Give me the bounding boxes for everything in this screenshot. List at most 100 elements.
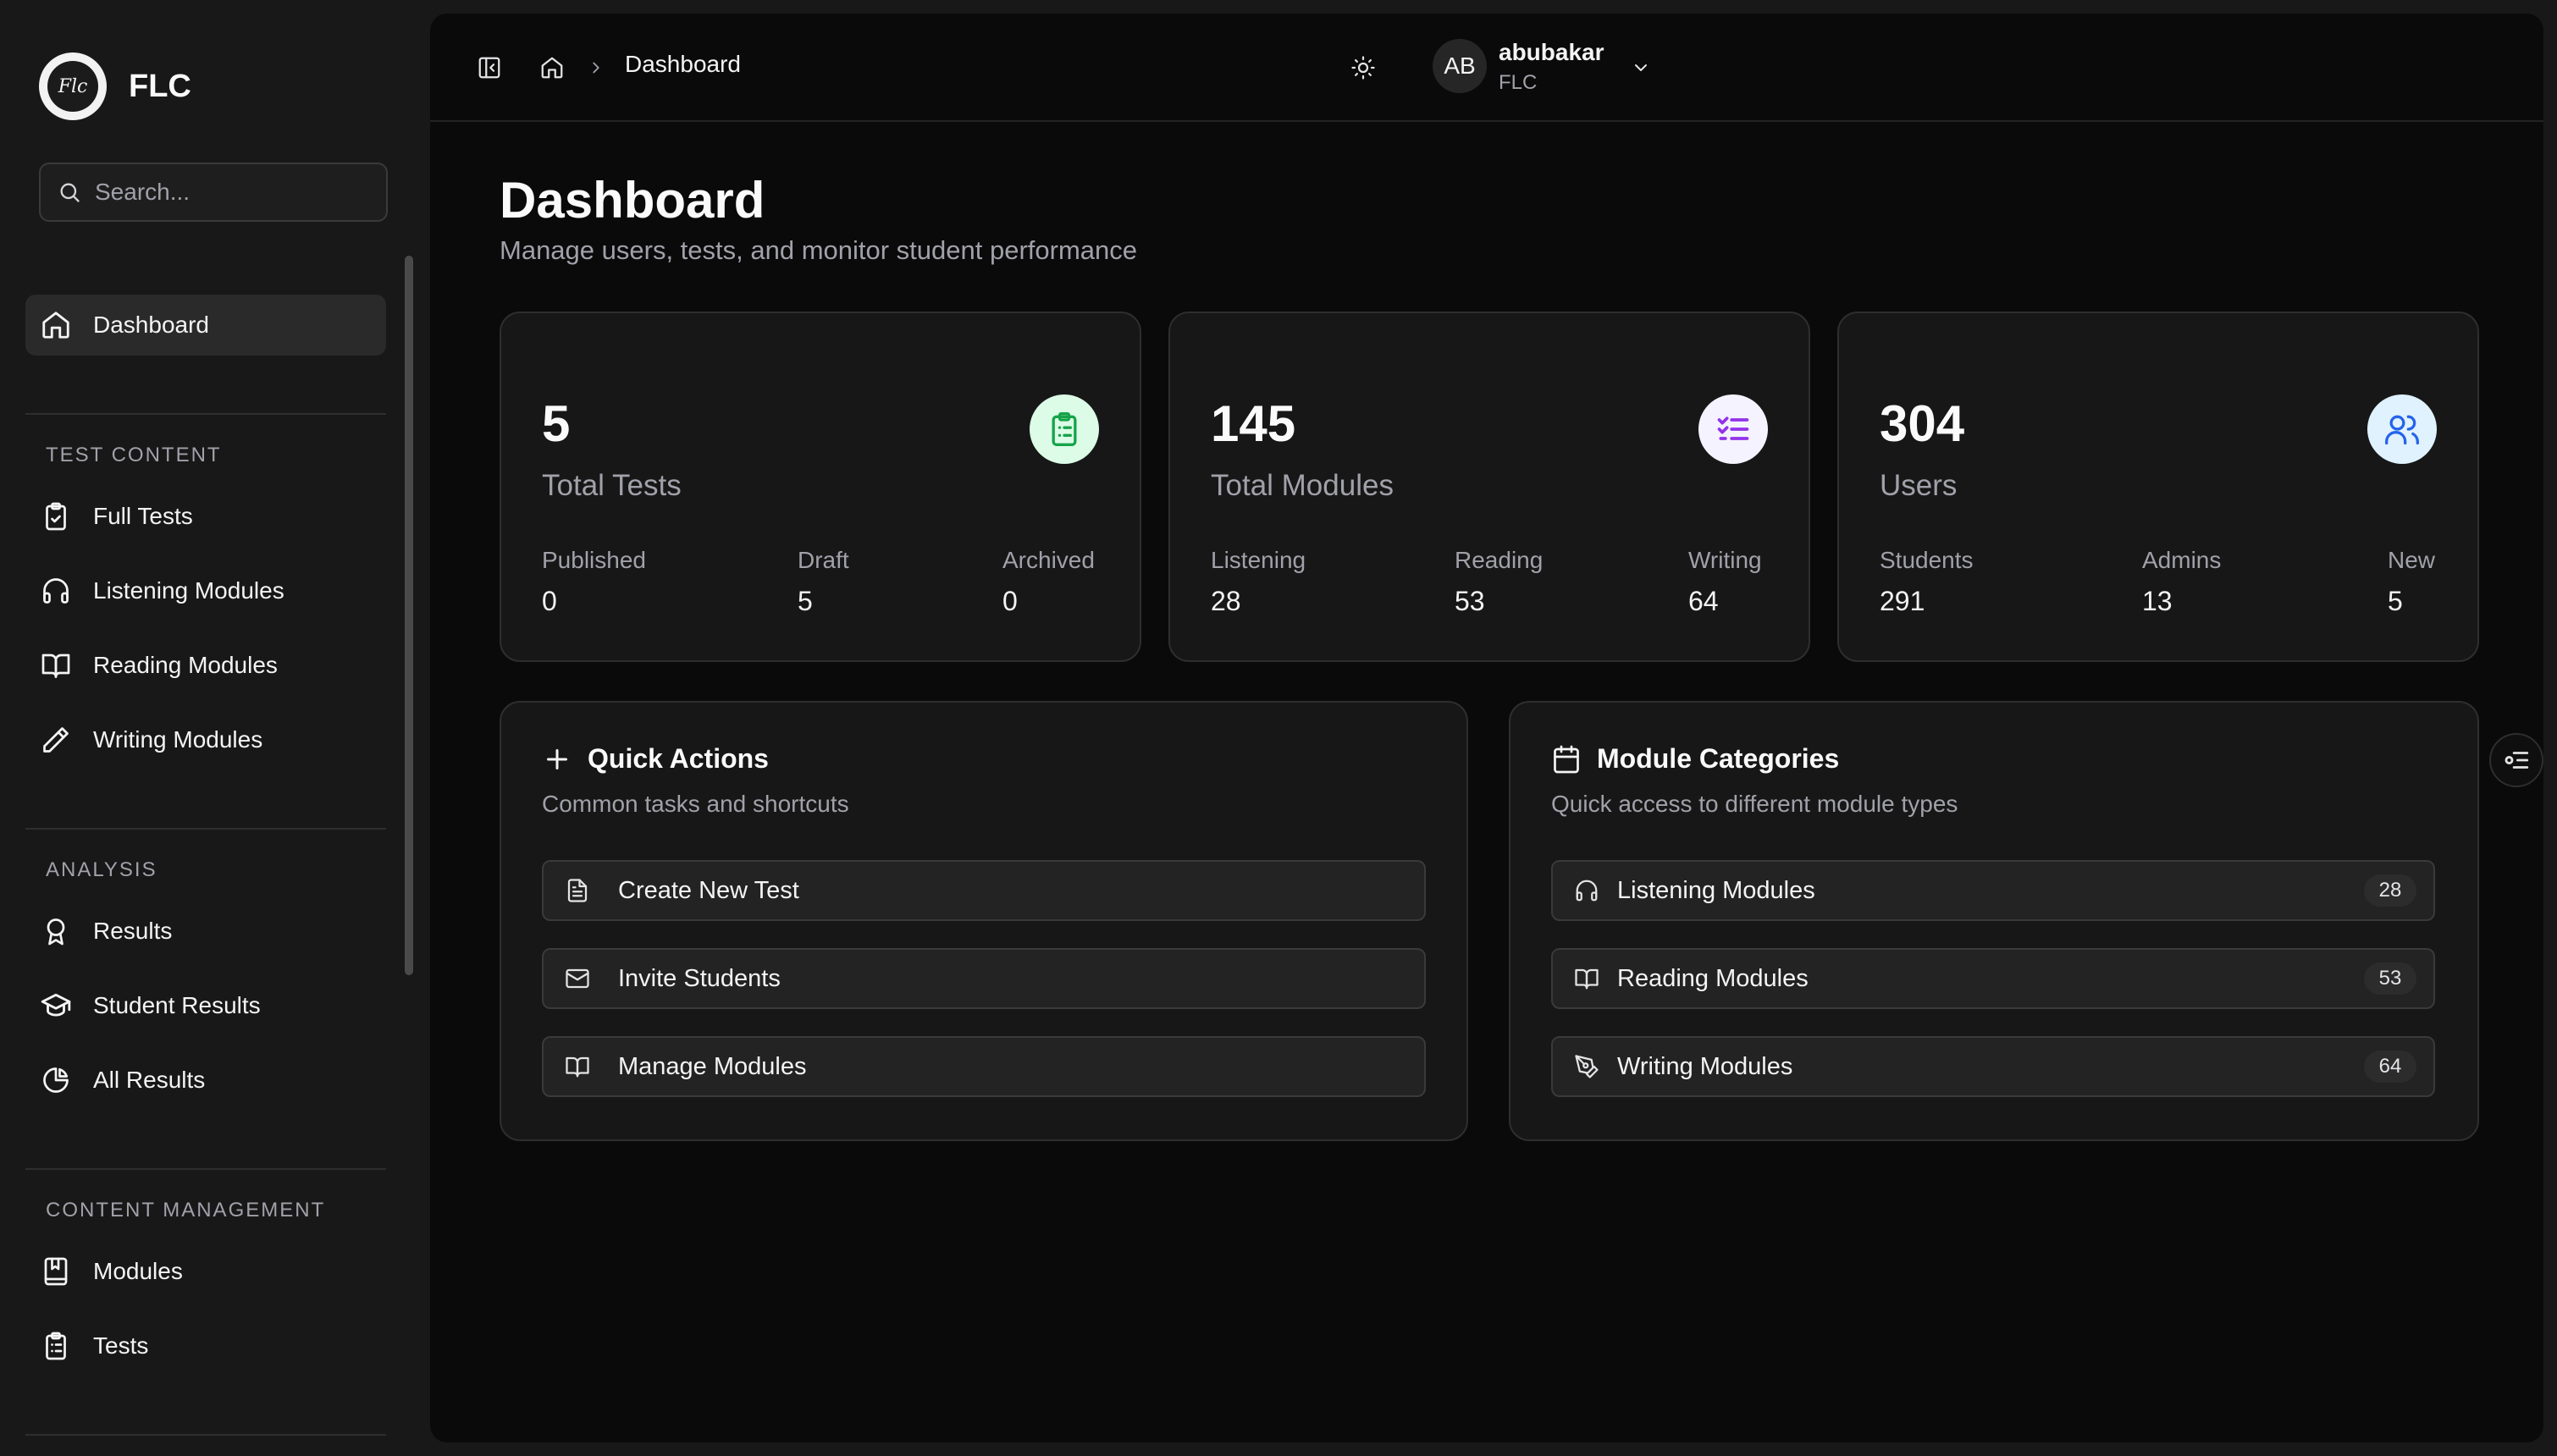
award-icon [39, 914, 73, 948]
sidebar-item-label: Tests [93, 1332, 149, 1359]
sidebar-item-listening-modules[interactable]: Listening Modules [39, 570, 284, 612]
sidebar-item-label: Results [93, 918, 173, 944]
pencil-icon [39, 723, 73, 757]
stat-sub-listening: Listening 28 [1211, 547, 1306, 617]
sidebar-item-label: Listening Modules [93, 577, 284, 604]
home-icon [39, 308, 73, 342]
sidebar: Flc FLC Dashboard TEST CONTENT Full Test… [0, 0, 430, 1456]
sidebar-item-dashboard-content[interactable]: Dashboard [39, 304, 209, 346]
count-badge: 28 [2364, 874, 2416, 907]
main-content: Dashboard AB abubakar FLC Dashboard Mana… [430, 14, 2543, 1442]
floating-filter-button[interactable] [2489, 733, 2543, 787]
sidebar-divider [25, 828, 386, 830]
button-label: Manage Modules [618, 1052, 807, 1080]
invite-students-button[interactable]: Invite Students [542, 948, 1426, 1009]
sidebar-item-results[interactable]: Results [39, 910, 172, 952]
user-name[interactable]: abubakar [1499, 39, 1604, 65]
stat-label: Total Modules [1211, 469, 1394, 502]
panel-header: Module Categories [1551, 743, 1839, 775]
book-open-icon [562, 1054, 593, 1079]
stat-sub-value: 5 [2388, 586, 2403, 616]
create-new-test-button[interactable]: Create New Test [542, 860, 1426, 921]
panel-left-icon [477, 55, 502, 80]
breadcrumb-home-link[interactable] [535, 51, 569, 85]
panel-title: Module Categories [1597, 743, 1840, 774]
category-writing-modules[interactable]: Writing Modules 64 [1551, 1036, 2435, 1097]
sidebar-item-modules[interactable]: Modules [39, 1250, 183, 1293]
stat-sub-value: 13 [2142, 586, 2173, 616]
panel-header: Quick Actions [542, 743, 769, 775]
stat-sub-writing: Writing 64 [1688, 547, 1762, 617]
sidebar-item-student-results[interactable]: Student Results [39, 984, 261, 1027]
book-open-icon [1571, 966, 1602, 991]
sidebar-item-writing-modules[interactable]: Writing Modules [39, 719, 262, 761]
stat-sub-label: New [2388, 547, 2436, 573]
button-label: Create New Test [618, 876, 799, 904]
stat-sub-label: Writing [1688, 547, 1762, 573]
graduation-cap-icon [39, 989, 73, 1023]
search-icon [58, 180, 81, 204]
stat-value: 5 [542, 395, 571, 452]
sidebar-item-full-tests[interactable]: Full Tests [39, 495, 193, 538]
clipboard-check-icon [39, 499, 73, 533]
category-listening-modules[interactable]: Listening Modules 28 [1551, 860, 2435, 921]
count-badge: 53 [2364, 962, 2416, 995]
count-badge: 64 [2364, 1051, 2416, 1083]
breadcrumb-current: Dashboard [625, 51, 741, 77]
stat-label: Total Tests [542, 469, 682, 502]
book-open-icon [39, 648, 73, 682]
stat-sub-archived: Archived 0 [1002, 547, 1095, 617]
panel-title: Quick Actions [588, 743, 769, 774]
avatar[interactable]: AB [1433, 39, 1487, 93]
plus-icon [542, 744, 572, 775]
list-checks-icon [1715, 411, 1752, 448]
sidebar-divider [25, 413, 386, 415]
sidebar-toggle-button[interactable] [472, 51, 506, 85]
panel-description: Common tasks and shortcuts [542, 791, 849, 817]
module-categories-panel: Module Categories Quick access to differ… [1509, 701, 2479, 1141]
stat-badge [2367, 394, 2437, 464]
category-reading-modules[interactable]: Reading Modules 53 [1551, 948, 2435, 1009]
stat-sub-label: Published [542, 547, 646, 573]
chevron-right-icon [583, 54, 610, 81]
clipboard-list-icon [1046, 411, 1083, 448]
sidebar-scrollbar[interactable] [405, 256, 413, 975]
sidebar-item-reading-modules[interactable]: Reading Modules [39, 644, 278, 687]
calendar-icon [1551, 744, 1582, 775]
theme-toggle-button[interactable] [1345, 49, 1382, 86]
search-box[interactable] [39, 163, 388, 222]
stat-card-total-tests: 5 Total Tests Published 0 Draft 5 Archiv… [500, 312, 1141, 662]
chevron-down-icon [1631, 58, 1651, 78]
users-icon [2383, 411, 2421, 448]
sidebar-item-label: Writing Modules [93, 726, 263, 753]
page-title: Dashboard [500, 172, 765, 229]
stat-sub-label: Listening [1211, 547, 1306, 573]
stat-sub-value: 64 [1688, 586, 1719, 616]
clipboard-list-icon [39, 1329, 73, 1363]
brand-logo-mark: Flc [47, 61, 98, 112]
brand[interactable]: Flc FLC [39, 52, 191, 120]
stat-sub-new: New 5 [2388, 547, 2435, 617]
stat-sub-value: 28 [1211, 586, 1241, 616]
section-title-analysis: ANALYSIS [46, 858, 157, 881]
button-label: Listening Modules [1617, 876, 1815, 904]
home-icon [539, 55, 565, 80]
stat-sub-admins: Admins 13 [2142, 547, 2221, 617]
stat-sub-label: Archived [1002, 547, 1095, 573]
pie-chart-icon [39, 1063, 73, 1097]
sidebar-item-label: Modules [93, 1258, 183, 1284]
section-title-content-management: CONTENT MANAGEMENT [46, 1199, 326, 1222]
button-label: Reading Modules [1617, 964, 1809, 992]
manage-modules-button[interactable]: Manage Modules [542, 1036, 1426, 1097]
sidebar-item-label: Reading Modules [93, 652, 278, 678]
button-label: Writing Modules [1617, 1052, 1793, 1080]
stat-sub-published: Published 0 [542, 547, 646, 617]
stat-value: 145 [1211, 395, 1296, 452]
sidebar-item-tests[interactable]: Tests [39, 1325, 148, 1367]
stat-card-total-modules: 145 Total Modules Listening 28 Reading 5… [1168, 312, 1810, 662]
user-menu-button[interactable] [1626, 52, 1656, 83]
sidebar-item-dashboard[interactable] [25, 295, 386, 356]
pen-tool-icon [1571, 1054, 1602, 1079]
search-input[interactable] [93, 178, 367, 207]
sidebar-item-all-results[interactable]: All Results [39, 1059, 205, 1101]
